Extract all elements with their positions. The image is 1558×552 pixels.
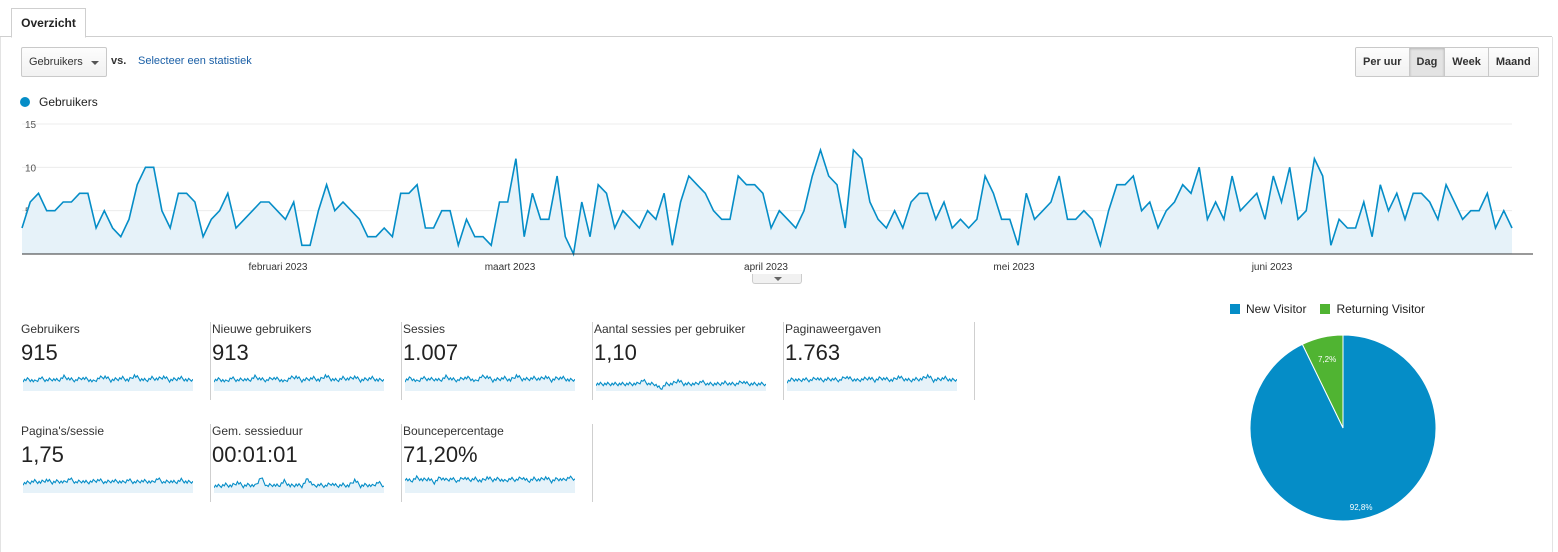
scorecard-value: 71,20% [403, 442, 478, 467]
scorecard[interactable]: Gem. sessieduur 00:01:01 [212, 424, 402, 502]
sparkline-line [787, 373, 957, 384]
chevron-down-icon [91, 61, 99, 65]
pie-legend-new: New Visitor [1230, 302, 1306, 316]
scorecard-label: Sessies [403, 322, 446, 336]
sparkline [787, 373, 957, 391]
scorecard-label: Nieuwe gebruikers [212, 322, 312, 336]
sparkline-area [214, 478, 384, 493]
scorecard-value: 1.763 [785, 340, 841, 365]
pie-slice-label: 7,2% [1318, 355, 1336, 364]
select-stat-link[interactable]: Selecteer een statistiek [138, 55, 252, 67]
sparkline-area [23, 374, 193, 391]
scorecard-value: 915 [21, 340, 58, 365]
granularity-day-button[interactable]: Dag [1408, 48, 1445, 76]
scorecard-label: Paginaweergaven [785, 322, 882, 336]
scorecard-label: Aantal sessies per gebruiker [594, 322, 746, 336]
sparkline [596, 378, 766, 391]
granularity-month-button[interactable]: Maand [1487, 48, 1538, 76]
x-tick-label: maart 2023 [485, 262, 536, 273]
sparkline [23, 373, 193, 391]
x-tick-label: juni 2023 [1251, 262, 1293, 273]
scorecard[interactable]: Paginaweergaven 1.763 [785, 322, 975, 400]
sparkline-area [596, 379, 766, 391]
y-tick-label: 15 [25, 120, 37, 131]
granularity-toggle: Per uur Dag Week Maand [1355, 47, 1539, 77]
x-tick-label: februari 2023 [249, 262, 308, 273]
scorecard[interactable]: Aantal sessies per gebruiker 1,10 [594, 322, 784, 400]
series-line [21, 147, 1513, 257]
granularity-hour-button[interactable]: Per uur [1356, 48, 1409, 76]
tab-bar: Overzicht [0, 0, 1552, 38]
sparkline-area [405, 374, 575, 391]
tab-overzicht[interactable]: Overzicht [11, 8, 86, 38]
sparkline-line [596, 378, 766, 390]
sparkline-line [214, 477, 384, 489]
scorecard[interactable]: Sessies 1.007 [403, 322, 593, 400]
metric-select[interactable]: Gebruikers [21, 47, 107, 77]
scorecard-value: 913 [212, 340, 249, 365]
scorecard[interactable]: Pagina's/sessie 1,75 [21, 424, 211, 502]
legend-swatch-icon [1320, 304, 1331, 314]
sparkline-line [405, 373, 575, 384]
sparkline [214, 477, 384, 493]
x-tick-label: mei 2023 [993, 262, 1035, 273]
sparkline [405, 373, 575, 391]
scorecard-label: Gebruikers [21, 322, 80, 336]
caret-down-icon [774, 277, 782, 281]
legend-dot-icon [20, 97, 30, 107]
scorecard[interactable]: Nieuwe gebruikers 913 [212, 322, 402, 400]
pie-legend-returning-label: Returning Visitor [1336, 302, 1425, 316]
vs-label: vs. [111, 55, 127, 67]
y-tick-label: 10 [25, 163, 37, 174]
visitor-type-pie-chart[interactable]: 7,2% 92,8% [1247, 332, 1439, 524]
x-tick-label: april 2023 [744, 262, 788, 273]
sparkline-line [23, 373, 193, 384]
chart-collapse-toggle[interactable] [752, 274, 802, 284]
pie-legend: New Visitor Returning Visitor [1230, 302, 1439, 316]
scorecard-value: 1,75 [21, 442, 64, 467]
pie-legend-new-label: New Visitor [1246, 302, 1307, 316]
chart-legend: Gebruikers [20, 95, 98, 109]
scorecard[interactable]: Gebruikers 915 [21, 322, 211, 400]
scorecard-label: Gem. sessieduur [212, 424, 303, 438]
scorecard[interactable]: Bouncepercentage 71,20% [403, 424, 593, 502]
sparkline-line [23, 477, 193, 486]
scorecard-value: 1,10 [594, 340, 637, 365]
pie-slice-label: 92,8% [1350, 503, 1373, 512]
scorecard-value: 1.007 [403, 340, 459, 365]
legend-swatch-icon [1230, 304, 1240, 314]
sparkline [23, 477, 193, 493]
series-area [22, 150, 1512, 254]
pie-legend-returning: Returning Visitor [1320, 302, 1425, 316]
pie-slice-new-visitor[interactable] [1249, 334, 1437, 522]
granularity-week-button[interactable]: Week [1444, 48, 1488, 76]
legend-label: Gebruikers [39, 95, 98, 109]
sparkline [405, 474, 575, 493]
sparkline-area [787, 374, 957, 391]
sparkline-line [214, 373, 384, 384]
metric-select-value: Gebruikers [29, 56, 83, 68]
scorecard-value: 00:01:01 [212, 442, 298, 467]
sparkline-line [405, 474, 575, 486]
sparkline-area [214, 374, 384, 391]
panel-border-right [1552, 37, 1553, 552]
scorecard-label: Pagina's/sessie [21, 424, 105, 438]
sparkline [214, 373, 384, 391]
scorecard-label: Bouncepercentage [403, 424, 504, 438]
panel-border-left [0, 37, 1, 552]
